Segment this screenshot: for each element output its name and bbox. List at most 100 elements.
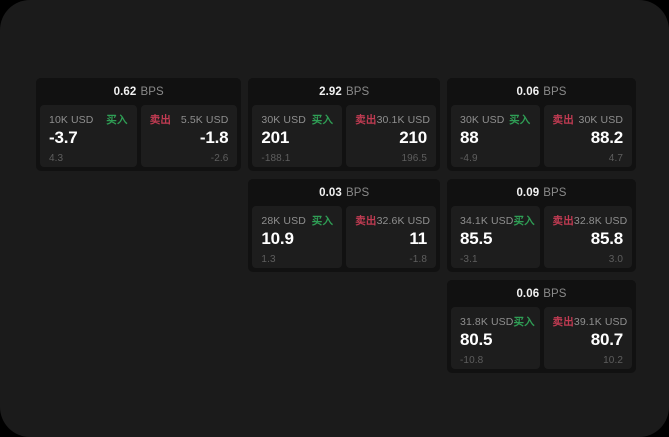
panel-top-row: 卖出 30K USD	[552, 113, 624, 127]
quote-card[interactable]: 0.62 BPS 10K USD 买入 -3.7 4.3 卖出 5.5K USD -1.8 -2.…	[36, 78, 242, 171]
quote-column: 0.06 BPS 30K USD 买入 88 -4.9 卖出 30K USD 88.2 4.7 0.…	[447, 78, 636, 373]
buy-size-label: 31.8K USD	[460, 315, 514, 328]
quote-column: 0.62 BPS 10K USD 买入 -3.7 4.3 卖出 5.5K USD -1.8 -2.…	[36, 78, 242, 171]
sell-delta: 196.5	[401, 153, 427, 164]
price-row: 80.5	[460, 330, 531, 350]
panel-top-row: 卖出 30.1K USD	[355, 113, 431, 127]
buy-panel[interactable]: 31.8K USD 买入 80.5 -10.8	[451, 307, 540, 369]
delta-row: 3.0	[553, 249, 624, 265]
sell-price: -1.8	[199, 127, 229, 147]
buy-panel[interactable]: 34.1K USD 买入 85.5 -3.1	[451, 206, 540, 268]
bps-unit-label: BPS	[345, 186, 370, 199]
panel-top-row: 31.8K USD 买入	[460, 315, 535, 329]
buy-panel[interactable]: 30K USD 买入 201 -188.1	[252, 105, 343, 167]
sell-panel[interactable]: 卖出 30K USD 88.2 4.7	[543, 105, 632, 167]
quote-card[interactable]: 0.03 BPS 28K USD 买入 10.9 1.3 卖出 32.6K USD 11 -1.8	[248, 179, 440, 272]
panel-top-row: 卖出 5.5K USD	[149, 113, 229, 127]
buy-size-label: 30K USD	[261, 113, 306, 126]
buy-panel[interactable]: 10K USD 买入 -3.7 4.3	[40, 105, 137, 167]
card-header: 0.62 BPS	[36, 78, 242, 105]
sell-action-label[interactable]: 卖出	[552, 114, 574, 126]
sell-panel[interactable]: 卖出 30.1K USD 210 196.5	[346, 105, 436, 167]
sell-price: 210	[399, 127, 427, 147]
delta-row: -4.9	[460, 148, 531, 164]
buy-delta: -188.1	[261, 153, 291, 164]
sell-action-label[interactable]: 卖出	[355, 114, 377, 126]
buy-delta: 1.3	[261, 254, 276, 265]
price-row: 88	[460, 128, 531, 148]
bps-unit-label: BPS	[543, 85, 567, 98]
bps-unit-label: BPS	[345, 85, 370, 98]
price-row: 85.5	[460, 229, 531, 249]
buy-action-label[interactable]: 买入	[513, 316, 535, 328]
buy-action-label[interactable]: 买入	[311, 215, 334, 227]
price-row: 88.2	[553, 127, 623, 148]
sell-panel[interactable]: 卖出 39.1K USD 80.7 10.2	[543, 307, 632, 369]
panel-top-row: 28K USD 买入	[261, 214, 334, 228]
card-header: 0.06 BPS	[447, 78, 636, 105]
buy-price: 80.5	[460, 329, 493, 349]
sell-action-label[interactable]: 卖出	[355, 215, 377, 227]
buy-panel[interactable]: 28K USD 买入 10.9 1.3	[252, 206, 343, 268]
buy-size-label: 28K USD	[261, 214, 306, 227]
delta-row: 1.3	[261, 249, 333, 265]
buy-action-label[interactable]: 买入	[106, 114, 128, 126]
sell-price: 88.2	[590, 127, 623, 147]
price-row: 210	[355, 128, 427, 148]
bps-value: 0.06	[516, 287, 540, 300]
card-body: 34.1K USD 买入 85.5 -3.1 卖出 32.8K USD 85.8 3.0	[447, 206, 636, 272]
buy-delta: -4.9	[460, 153, 478, 164]
sell-size-label: 39.1K USD	[573, 315, 628, 328]
card-body: 31.8K USD 买入 80.5 -10.8 卖出 39.1K USD 80.7 10.2	[447, 307, 636, 373]
bps-value: 0.62	[113, 85, 137, 98]
bps-value: 0.09	[516, 186, 540, 199]
sell-panel[interactable]: 卖出 5.5K USD -1.8 -2.6	[140, 105, 238, 167]
sell-action-label[interactable]: 卖出	[552, 316, 574, 328]
panel-top-row: 30K USD 买入	[460, 113, 531, 127]
sell-size-label: 30.1K USD	[376, 113, 431, 126]
sell-action-label[interactable]: 卖出	[552, 215, 574, 227]
buy-action-label[interactable]: 买入	[311, 114, 334, 126]
quote-card[interactable]: 2.92 BPS 30K USD 买入 201 -188.1 卖出 30.1K USD 210 1…	[248, 78, 440, 171]
bps-value: 2.92	[319, 85, 342, 98]
panel-top-row: 34.1K USD 买入	[460, 214, 535, 228]
bps-value: 0.03	[319, 186, 342, 199]
delta-row: -188.1	[261, 148, 333, 164]
price-row: -3.7	[49, 128, 128, 148]
buy-price: -3.7	[49, 127, 78, 147]
buy-action-label[interactable]: 买入	[513, 215, 535, 227]
sell-panel[interactable]: 卖出 32.6K USD 11 -1.8	[346, 206, 436, 268]
bps-unit-label: BPS	[140, 85, 164, 98]
panel-top-row: 卖出 32.8K USD	[552, 214, 628, 228]
price-row: 80.7	[553, 329, 623, 350]
price-row: 10.9	[261, 229, 333, 249]
buy-price: 88	[460, 127, 479, 147]
card-body: 10K USD 买入 -3.7 4.3 卖出 5.5K USD -1.8 -2.6	[36, 105, 241, 171]
buy-panel[interactable]: 30K USD 买入 88 -4.9	[451, 105, 540, 167]
quote-card[interactable]: 0.06 BPS 31.8K USD 买入 80.5 -10.8 卖出 39.1K USD 80…	[447, 280, 636, 373]
card-body: 30K USD 买入 88 -4.9 卖出 30K USD 88.2 4.7	[447, 105, 636, 171]
buy-size-label: 34.1K USD	[460, 214, 514, 227]
buy-price: 201	[261, 127, 290, 147]
price-row: 11	[355, 229, 427, 249]
price-row: 201	[261, 128, 333, 148]
price-row: 85.8	[553, 229, 623, 249]
buy-size-label: 10K USD	[49, 113, 94, 126]
sell-price: 11	[409, 228, 427, 248]
buy-price: 85.5	[460, 228, 493, 248]
quote-card[interactable]: 0.09 BPS 34.1K USD 买入 85.5 -3.1 卖出 32.8K USD 85.…	[447, 179, 636, 272]
delta-row: 4.3	[49, 148, 128, 164]
panel-top-row: 10K USD 买入	[49, 113, 128, 127]
sell-panel[interactable]: 卖出 32.8K USD 85.8 3.0	[543, 206, 632, 268]
sell-delta: -2.6	[210, 153, 229, 164]
panel-top-row: 卖出 39.1K USD	[552, 315, 628, 329]
quote-card[interactable]: 0.06 BPS 30K USD 买入 88 -4.9 卖出 30K USD 88.2 4.7	[447, 78, 636, 171]
bps-unit-label: BPS	[543, 186, 567, 199]
card-header: 2.92 BPS	[248, 78, 440, 105]
buy-action-label[interactable]: 买入	[509, 114, 531, 126]
sell-action-label[interactable]: 卖出	[149, 114, 172, 126]
sell-size-label: 32.8K USD	[573, 214, 628, 227]
sell-price: 80.7	[590, 329, 623, 349]
delta-row: -1.8	[355, 249, 427, 265]
